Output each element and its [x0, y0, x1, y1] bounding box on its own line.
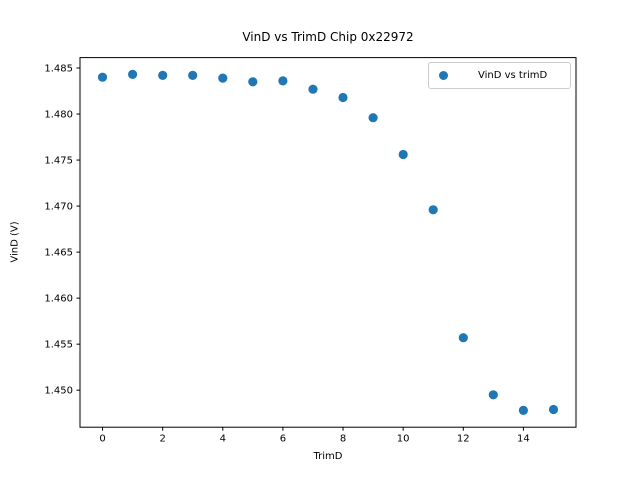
legend-scatter-marker-icon — [439, 71, 448, 80]
data-point — [548, 404, 559, 415]
x-tick-label: 6 — [280, 434, 286, 445]
data-point — [188, 70, 198, 80]
data-point — [248, 77, 258, 87]
x-tick-label: 14 — [517, 434, 530, 445]
x-tick-label: 0 — [99, 434, 105, 445]
y-tick-label: 1.480 — [44, 110, 73, 121]
data-point — [458, 333, 468, 343]
y-tick-label: 1.475 — [44, 156, 73, 167]
legend-entry-label: VinD vs trimD — [478, 70, 548, 81]
data-point — [398, 149, 408, 160]
y-axis-label: VinD (V) — [9, 221, 21, 263]
x-tick-label: 12 — [457, 434, 470, 445]
data-point — [488, 390, 498, 400]
data-point — [128, 69, 138, 79]
data-point — [97, 72, 108, 82]
y-tick-label: 1.450 — [44, 386, 73, 397]
data-point — [368, 113, 378, 123]
data-point — [518, 405, 529, 415]
data-point — [338, 92, 348, 103]
data-point — [218, 73, 228, 83]
y-tick-label: 1.460 — [44, 294, 73, 305]
axes-spines — [79, 57, 577, 428]
y-tick-label: 1.465 — [44, 248, 73, 259]
data-point — [278, 76, 288, 86]
legend: VinD vs trimD — [428, 62, 571, 89]
y-tick-label: 1.470 — [44, 202, 73, 213]
data-point — [308, 84, 318, 94]
x-tick-label: 2 — [159, 434, 165, 445]
data-point — [158, 70, 168, 80]
x-tick-label: 4 — [220, 434, 226, 445]
y-tick-label: 1.485 — [44, 64, 73, 75]
y-tick-label: 1.455 — [44, 340, 73, 351]
x-tick-label: 10 — [397, 434, 410, 445]
x-tick-label: 8 — [340, 434, 346, 445]
chart-title: VinD vs TrimD Chip 0x22972 — [242, 30, 414, 44]
x-axis-label: TrimD — [313, 451, 343, 462]
data-point — [428, 205, 438, 215]
